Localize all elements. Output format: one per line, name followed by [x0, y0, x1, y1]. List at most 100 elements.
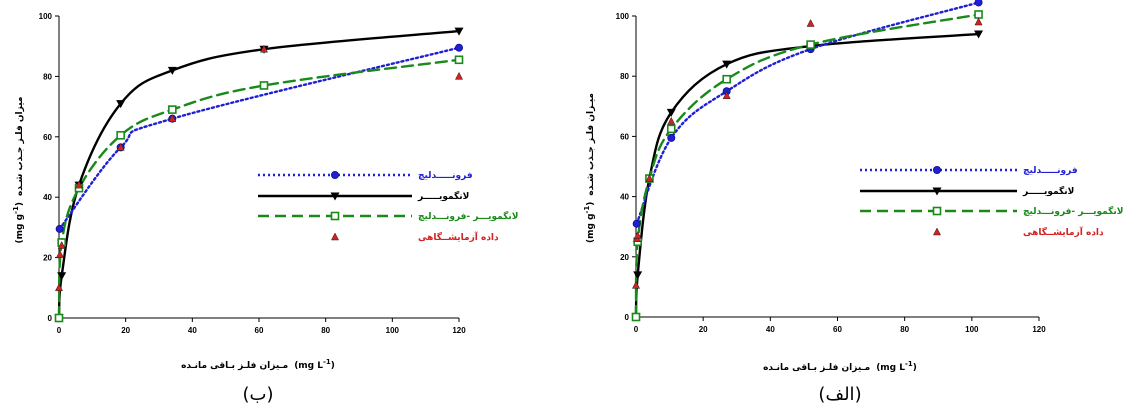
x-axis-unit-close: ) [913, 363, 917, 373]
data-point-lf [116, 130, 125, 140]
y-tick-label: 60 [43, 133, 52, 142]
data-point-data [57, 240, 66, 249]
data-point-freundlich [55, 224, 64, 233]
data-point-freundlich [667, 133, 676, 142]
data-point-lf [454, 55, 464, 65]
data-point-data [633, 231, 642, 239]
x-tick-label: 80 [900, 325, 909, 334]
data-point-langmuir [633, 271, 643, 280]
x-tick-label: 60 [255, 326, 264, 335]
x-tick-label: 60 [833, 325, 842, 334]
y-tick-label: 60 [620, 132, 629, 141]
data-point-langmuir [167, 66, 177, 75]
y-tick-label: 0 [625, 313, 630, 322]
data-point-data [116, 142, 125, 151]
x-axis-unit: (mg L [876, 363, 905, 373]
data-point-data [259, 44, 269, 53]
panel-caption: (الف) [818, 384, 861, 405]
x-axis-title: مـیزان فلـز بـاقی مانـده (mg L-1) [763, 360, 917, 373]
data-point-langmuir [974, 30, 984, 39]
data-point-lf [54, 313, 64, 323]
data-point-lf [259, 81, 269, 90]
data-point-langmuir [116, 100, 126, 109]
data-point-lf [168, 105, 177, 114]
series-line-lf [634, 13, 980, 319]
legend-marker-lf [932, 206, 942, 216]
x-axis-unit-sup: -1 [905, 360, 913, 368]
x-axis-unit-close: ) [331, 361, 335, 371]
legend: فرونـــــدلیچ لانگمویـــــر لانگمویـــر -ف… [860, 165, 1124, 238]
y-tick-label: 20 [620, 253, 629, 262]
y-axis-unit: (mg g [586, 213, 596, 243]
data-point-lf [806, 40, 815, 49]
data-point-data [631, 280, 641, 289]
data-point-data [722, 91, 731, 100]
legend-label-data: داده آزمایشــگاهی [418, 231, 499, 243]
data-point-langmuir [57, 272, 67, 281]
data-point-data [54, 283, 64, 292]
legend-label-lf: لانگمویـــر -فرونـــدلیچ [418, 210, 519, 222]
data-point-data [645, 173, 654, 182]
series-line-langmuir [634, 32, 980, 319]
y-axis-title: (mg g-1) میـزان فلـز جـذب شـده [583, 93, 596, 243]
series-line-freundlich [635, 1, 980, 225]
chart-panel-alef: 0 20 40 60 80 100 120 0 20 40 60 80 100 مـیزان فلـز ب… [583, 0, 1124, 405]
legend-label-freundlich: فرونـــــدلیچ [418, 171, 473, 181]
y-tick-label: 80 [620, 72, 629, 81]
x-axis-unit-sup: -1 [323, 358, 331, 366]
x-tick-label: 0 [57, 326, 62, 335]
legend-marker-data [330, 232, 340, 241]
data-point-langmuir [722, 60, 732, 69]
x-tick-label: 0 [634, 325, 639, 334]
y-tick-label: 40 [43, 193, 52, 202]
data-point-data [454, 71, 464, 80]
data-point-langmuir [454, 27, 464, 36]
x-tick-label: 80 [321, 326, 330, 335]
data-point-data [667, 116, 676, 125]
legend-label-langmuir: لانگمویـــــر [417, 190, 469, 202]
legend-marker-lf [330, 211, 340, 221]
legend-label-data: داده آزمایشــگاهی [1023, 226, 1104, 238]
x-tick-label: 20 [121, 326, 130, 335]
x-axis-title: مـیزان فلـز بـاقی مانـده (mg L-1) [181, 358, 335, 371]
y-axis-unit-sup: -1 [12, 206, 20, 214]
x-axis-title-text: مـیزان فلـز بـاقی مانـده [181, 361, 288, 371]
y-tick-label: 100 [39, 12, 53, 21]
legend-label-freundlich: فرونـــــدلیچ [1023, 166, 1078, 176]
y-axis-unit-close: ) [586, 202, 596, 206]
data-point-data [806, 18, 815, 27]
legend-label-lf: لانگمویـــر -فرونـــدلیچ [1023, 205, 1124, 217]
y-axis-unit: (mg g [15, 214, 25, 244]
legend-marker-langmuir [330, 192, 340, 201]
data-point-data [974, 17, 983, 26]
legend: فرونـــــدلیچ لانگمویـــــر لانگمویـــر -ف… [258, 170, 519, 243]
data-point-freundlich [974, 0, 983, 7]
x-tick-label: 120 [452, 326, 466, 335]
series-line-langmuir [57, 29, 461, 320]
data-point-lf [631, 312, 641, 322]
data-point-langmuir [666, 108, 676, 117]
x-tick-label: 100 [386, 326, 400, 335]
legend-marker-freundlich [933, 165, 942, 174]
y-tick-label: 80 [43, 72, 52, 81]
y-axis-unit-sup: -1 [583, 206, 591, 214]
x-tick-label: 40 [188, 326, 197, 335]
data-point-freundlich [632, 219, 641, 228]
data-point-lf [974, 10, 983, 19]
y-axis-title: (mg g-1) میزان فلـز جـذب شـده [12, 97, 25, 244]
legend-marker-data [932, 227, 942, 236]
legend-marker-freundlich [330, 170, 339, 179]
y-axis-title-text: میـزان فلـز جـذب شـده [586, 93, 596, 196]
y-axis-unit-close: ) [15, 202, 25, 206]
legend-label-langmuir: لانگمویـــــر [1022, 185, 1074, 197]
y-tick-label: 100 [616, 12, 630, 21]
x-axis-title-text: مـیزان فلـز بـاقی مانـده [763, 363, 870, 373]
y-axis-title-text: میزان فلـز جـذب شـده [15, 97, 25, 197]
legend-marker-langmuir [932, 187, 942, 196]
data-point-data [168, 114, 177, 122]
x-tick-label: 40 [766, 325, 775, 334]
chart-panel-b: 0 20 40 60 80 100 120 0 20 40 60 80 100 مـیزان فلـز ب… [12, 12, 519, 405]
data-point-lf [666, 124, 676, 134]
y-tick-label: 40 [620, 193, 629, 202]
